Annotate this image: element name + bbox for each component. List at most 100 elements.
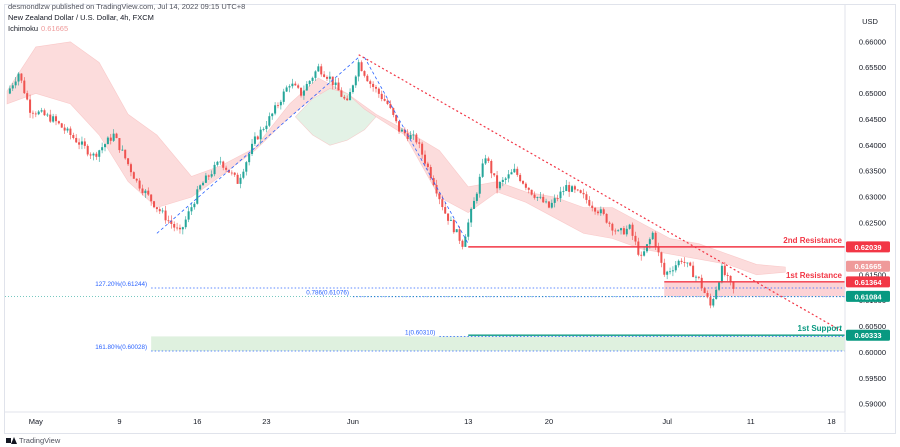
- candle-body: [331, 76, 334, 86]
- candle-body: [689, 262, 692, 266]
- candle-body: [585, 194, 588, 200]
- candle-body: [530, 189, 533, 195]
- candle-body: [72, 135, 75, 138]
- candle-body: [674, 265, 677, 271]
- candle-body: [351, 85, 354, 93]
- candle-body: [631, 224, 634, 236]
- candle-body: [302, 90, 305, 96]
- candle-body: [403, 129, 406, 134]
- price-tick-label: 0.64500: [859, 115, 886, 124]
- fib-level-label: 127.20%(0.61244): [95, 281, 147, 288]
- candle-body: [516, 168, 519, 175]
- candle-body: [559, 191, 562, 199]
- candle-body: [354, 76, 357, 86]
- candle-body: [121, 149, 124, 151]
- symbol-title: New Zealand Dollar / U.S. Dollar, 4h, FX…: [8, 13, 154, 22]
- candle-body: [141, 188, 144, 194]
- candle-body: [210, 174, 213, 177]
- candle-body: [522, 181, 525, 184]
- candle-body: [49, 114, 52, 122]
- candle-body: [490, 160, 493, 174]
- candle-body: [545, 201, 548, 203]
- candle-body: [501, 179, 504, 183]
- fib-level-label: 0.786(0.61076): [306, 290, 349, 297]
- candle-body: [216, 161, 219, 165]
- candle-body: [357, 62, 360, 77]
- fib-level-label: 161.80%(0.60028): [95, 344, 147, 351]
- candle-body: [605, 213, 608, 223]
- price-tick-label: 0.61500: [859, 270, 886, 279]
- price-tag-bg: [846, 241, 890, 253]
- candle-body: [202, 182, 205, 186]
- resistance-2-label: 2nd Resistance: [783, 236, 842, 245]
- time-tick-label: Jun: [347, 417, 359, 426]
- candle-body: [115, 133, 118, 139]
- time-tick-label: 13: [464, 417, 472, 426]
- candle-body: [164, 210, 167, 221]
- candle-body: [181, 227, 184, 230]
- candle-body: [233, 172, 236, 175]
- candle-body: [129, 164, 132, 173]
- candle-body: [184, 219, 187, 228]
- candle-body: [620, 228, 623, 231]
- candle-body: [377, 88, 380, 94]
- candle-body: [251, 143, 254, 155]
- candle-body: [86, 145, 89, 155]
- price-tick-label: 0.63000: [859, 193, 886, 202]
- candle-body: [268, 116, 271, 126]
- candle-body: [426, 163, 429, 168]
- candle-body: [259, 129, 262, 140]
- candle-body: [135, 178, 138, 181]
- candle-body: [178, 227, 181, 230]
- candle-body: [703, 288, 706, 294]
- candle-body: [63, 127, 66, 131]
- candle-body: [43, 110, 46, 116]
- price-tag: 0.61084: [846, 290, 890, 302]
- candle-body: [671, 270, 674, 272]
- candle-body: [412, 134, 415, 136]
- candle-body: [308, 80, 311, 84]
- candle-body: [475, 193, 478, 201]
- candle-body: [294, 83, 297, 86]
- candle-body: [576, 189, 579, 191]
- candle-body: [253, 136, 256, 144]
- candle-body: [124, 149, 127, 159]
- candle-body: [628, 224, 631, 229]
- trendline-downswing: [364, 57, 469, 244]
- price-tag-text: 0.60333: [854, 331, 881, 340]
- candle-body: [680, 260, 683, 262]
- candle-body: [106, 137, 109, 145]
- candle-body: [432, 178, 435, 185]
- candle-body: [666, 271, 669, 275]
- indicator-value: 0.61665: [41, 24, 69, 33]
- candle-body: [415, 134, 418, 143]
- candle-body: [718, 282, 721, 290]
- chart-frame: [4, 4, 896, 434]
- candle-body: [46, 114, 49, 116]
- candle-body: [31, 112, 34, 114]
- trendline-upswing: [156, 56, 359, 234]
- candle-body: [323, 74, 326, 77]
- price-tag: 0.61364: [846, 276, 890, 288]
- candle-body: [709, 297, 712, 306]
- candle-body: [66, 128, 69, 131]
- candle-body: [588, 199, 591, 206]
- candle-body: [213, 164, 216, 175]
- price-tick-label: 0.64000: [859, 141, 886, 150]
- candle-body: [236, 174, 239, 184]
- time-tick-label: May: [29, 417, 43, 426]
- candle-body: [170, 220, 173, 224]
- candle-body: [418, 142, 421, 144]
- price-tick-label: 0.65000: [859, 89, 886, 98]
- candle-body: [694, 276, 697, 278]
- candle-body: [144, 190, 147, 194]
- candle-body: [176, 227, 179, 229]
- candle-body: [204, 175, 207, 183]
- candle-body: [317, 66, 320, 72]
- price-tick-label: 0.60500: [859, 322, 886, 331]
- candle-body: [155, 207, 158, 210]
- candle-body: [510, 172, 513, 175]
- time-tick-label: 20: [545, 417, 553, 426]
- price-chart[interactable]: 127.20%(0.61244) 0.786(0.61076) 1(0.60310)…: [0, 0, 900, 434]
- candle-body: [493, 173, 496, 176]
